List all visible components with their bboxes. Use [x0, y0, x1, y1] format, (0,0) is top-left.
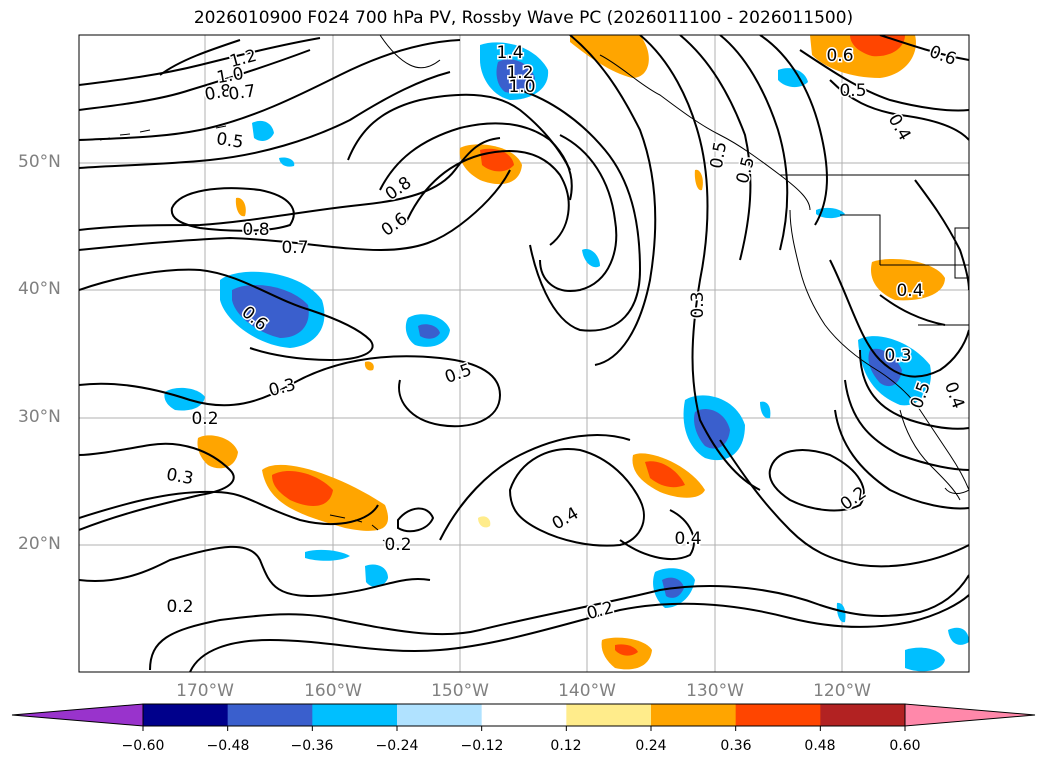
anomaly-negative-core — [418, 324, 440, 339]
colorbar-tick-label: 0.36 — [720, 738, 752, 754]
colorbar-extend-low — [11, 703, 144, 727]
colorbar-swatch — [735, 704, 821, 726]
colorbar — [11, 703, 1036, 731]
coastlines — [99, 35, 969, 546]
lat-label-40n: 40°N — [18, 279, 61, 299]
colorbar-swatch — [397, 704, 483, 726]
lon-label-160w: 160°W — [304, 681, 362, 701]
contour-label: 0.7 — [227, 81, 257, 105]
colorbar-swatch — [227, 704, 313, 726]
colorbar-swatch — [566, 704, 652, 726]
colorbar-tick-label: 0.48 — [804, 738, 836, 754]
anomaly-negative — [279, 157, 295, 167]
contour-label: 0.3 — [165, 465, 195, 489]
contour-label: 0.2 — [585, 598, 616, 624]
anomaly-positive-core — [850, 35, 905, 57]
colorbar-tick-label: 0.12 — [550, 738, 582, 754]
contour-label: 1.4 — [496, 43, 523, 63]
contour-label: 0.2 — [191, 409, 218, 429]
contour-label: 1.0 — [508, 77, 535, 97]
contour-label: 0.8 — [203, 81, 233, 105]
colorbar-tick-label: −0.60 — [121, 738, 165, 754]
pv-anomaly-shading — [164, 35, 969, 672]
colorbar-tick-label: 0.60 — [889, 738, 921, 754]
contour-label: 1.2 — [506, 63, 533, 83]
lon-label-140w: 140°W — [558, 681, 616, 701]
contour-label: 0.5 — [733, 155, 759, 186]
contour-label: 0.3 — [267, 375, 298, 401]
map-title: 2026010900 F024 700 hPa PV, Rossby Wave … — [193, 8, 854, 28]
lat-label-50n: 50°N — [18, 152, 61, 172]
anomaly-negative — [905, 647, 945, 672]
anomaly-positive — [235, 197, 246, 217]
anomaly-positive-core — [615, 644, 638, 656]
contour-label: 0.2 — [166, 597, 193, 617]
anomaly-positive-core — [645, 461, 685, 488]
contour-label: 0.7 — [281, 238, 308, 258]
colorbar-swatch — [312, 704, 398, 726]
contour-label: 0.4 — [896, 281, 923, 301]
anomaly-positive — [364, 361, 374, 371]
contour-label: 0.3 — [688, 291, 708, 318]
anomaly-negative — [836, 602, 846, 623]
lon-label-170w: 170°W — [176, 681, 234, 701]
colorbar-swatch — [481, 704, 567, 726]
gridlines — [79, 35, 969, 672]
anomaly-negative — [948, 627, 969, 645]
contour-label: 0.5 — [215, 129, 245, 153]
lon-label-150w: 150°W — [431, 681, 489, 701]
colorbar-swatch — [651, 704, 737, 726]
anomaly-negative — [582, 249, 600, 268]
anomaly-positive — [478, 516, 491, 528]
anomaly-negative-core — [694, 409, 730, 449]
contour-label: 1.0 — [215, 64, 245, 88]
colorbar-swatch — [820, 704, 906, 726]
lat-label-20n: 20°N — [18, 534, 61, 554]
lon-label-130w: 130°W — [686, 681, 744, 701]
map-frame — [78, 34, 970, 673]
contour-label: 0.4 — [940, 379, 968, 411]
anomaly-negative-core — [496, 59, 535, 93]
lat-label-30n: 30°N — [18, 407, 61, 427]
contour-label: 0.5 — [839, 81, 866, 101]
anomaly-negative — [305, 549, 350, 561]
anomaly-negative — [816, 207, 845, 219]
colorbar-tick-label: −0.12 — [460, 738, 504, 754]
anomaly-positive — [197, 435, 238, 469]
colorbar-swatch — [143, 704, 229, 726]
anomaly-negative — [252, 120, 274, 141]
contour-label: 0.8 — [242, 220, 269, 240]
lon-label-120w: 120°W — [813, 681, 871, 701]
colorbar-tick-label: 0.24 — [635, 738, 667, 754]
colorbar-tick-label: −0.36 — [290, 738, 334, 754]
contour-label: 0.6 — [826, 46, 853, 66]
colorbar-tick-label: −0.48 — [206, 738, 250, 754]
anomaly-negative — [778, 68, 808, 88]
contour-label: 0.5 — [707, 140, 731, 170]
anomaly-positive — [570, 35, 649, 78]
colorbar-extend-high — [904, 703, 1036, 727]
contour-label: 0.6 — [378, 209, 412, 241]
contour-label: 0.6 — [927, 42, 959, 70]
anomaly-negative — [365, 564, 388, 587]
contour-label: 0.3 — [884, 346, 911, 366]
contour-label: 0.4 — [674, 529, 701, 549]
anomaly-positive — [694, 169, 703, 191]
anomaly-negative — [760, 401, 771, 419]
contour-label: 0.4 — [549, 503, 582, 534]
anomaly-negative-core — [232, 285, 309, 338]
anomaly-positive-core — [272, 470, 333, 506]
anomaly-positive — [870, 258, 945, 301]
colorbar-tick-label: −0.24 — [375, 738, 419, 754]
anomaly-positive-core — [480, 148, 514, 172]
pv-contours — [79, 35, 969, 672]
contour-label: 0.2 — [384, 535, 411, 555]
